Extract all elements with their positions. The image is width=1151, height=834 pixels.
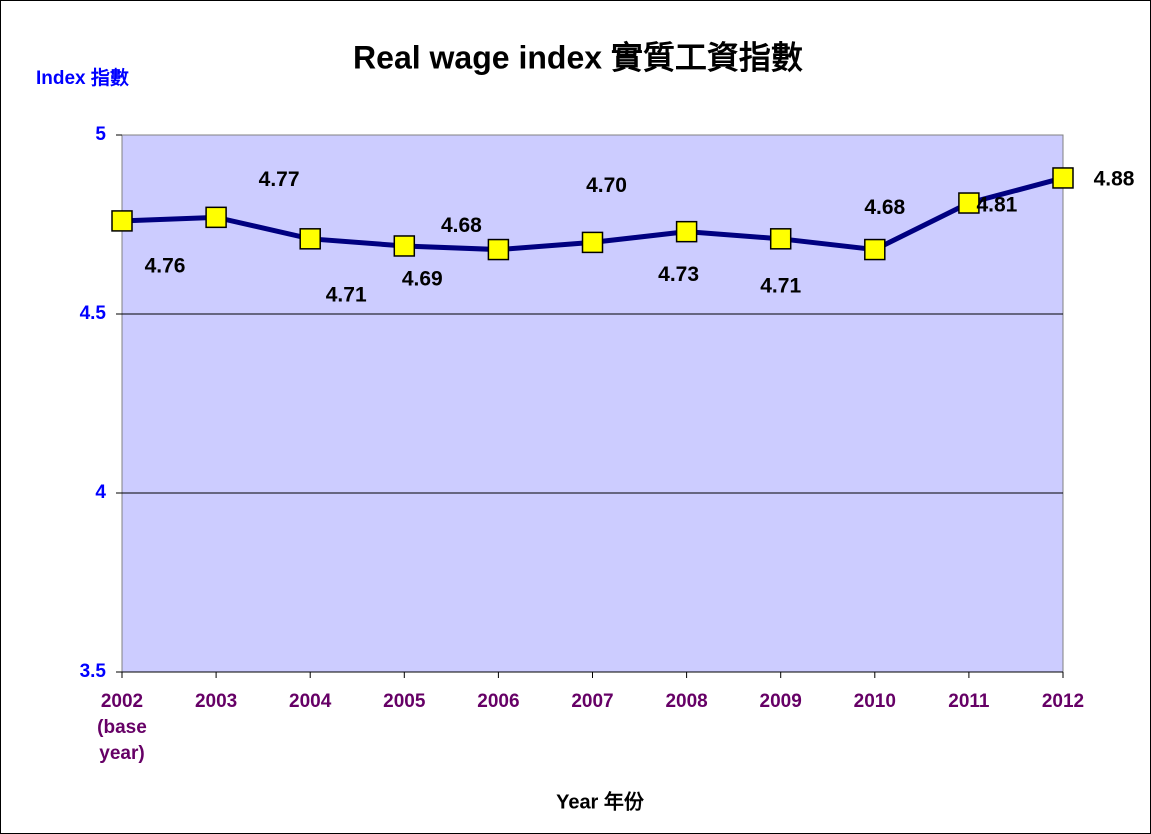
x-axis-label: Year 年份 (556, 789, 645, 813)
data-marker (958, 192, 980, 214)
plot-area (121, 134, 1064, 673)
y-tick-label: 5 (95, 124, 106, 145)
y-tick-label: 4.5 (80, 303, 107, 324)
data-marker (675, 220, 698, 243)
data-label: 4.81 (976, 194, 1017, 217)
x-tick-label: 2011 (948, 691, 990, 712)
data-marker (205, 206, 227, 229)
data-label: 4.88 (1094, 168, 1135, 191)
data-label: 4.71 (326, 283, 367, 306)
x-tick-label: 2010 (853, 691, 896, 712)
data-label: 4.71 (760, 274, 801, 297)
x-tick-label: 2009 (759, 691, 802, 712)
data-marker (769, 228, 792, 250)
data-marker (487, 238, 510, 261)
y-tick-label: 3.5 (80, 661, 107, 682)
data-label: 4.76 (145, 254, 186, 277)
data-label: 4.69 (402, 268, 443, 291)
x-tick-label: 2006 (477, 691, 520, 712)
x-tick-label: 2008 (665, 691, 708, 712)
data-label: 4.68 (864, 196, 905, 219)
y-tick-label: 4 (95, 482, 106, 503)
x-tick-label: 2003 (194, 691, 238, 712)
x-tick-label: 2002 (base year) (97, 691, 147, 764)
data-marker (1052, 167, 1074, 189)
x-tick-label: 2005 (383, 691, 426, 712)
x-tick-label: 2007 (571, 691, 614, 712)
data-marker (393, 235, 416, 257)
data-marker (299, 228, 321, 250)
data-label: 4.73 (658, 263, 699, 286)
data-label: 4.70 (586, 174, 627, 197)
data-marker (864, 238, 886, 261)
data-label: 4.77 (259, 168, 300, 191)
data-marker (581, 231, 604, 254)
x-tick-label: 2012 (1041, 691, 1085, 712)
data-label: 4.68 (441, 214, 482, 237)
y-axis-label: Index 指數 (36, 67, 129, 89)
x-tick-label: 2004 (289, 691, 332, 712)
data-marker (111, 210, 133, 232)
chart-title: Real wage index 實質工資指數 (353, 39, 803, 75)
